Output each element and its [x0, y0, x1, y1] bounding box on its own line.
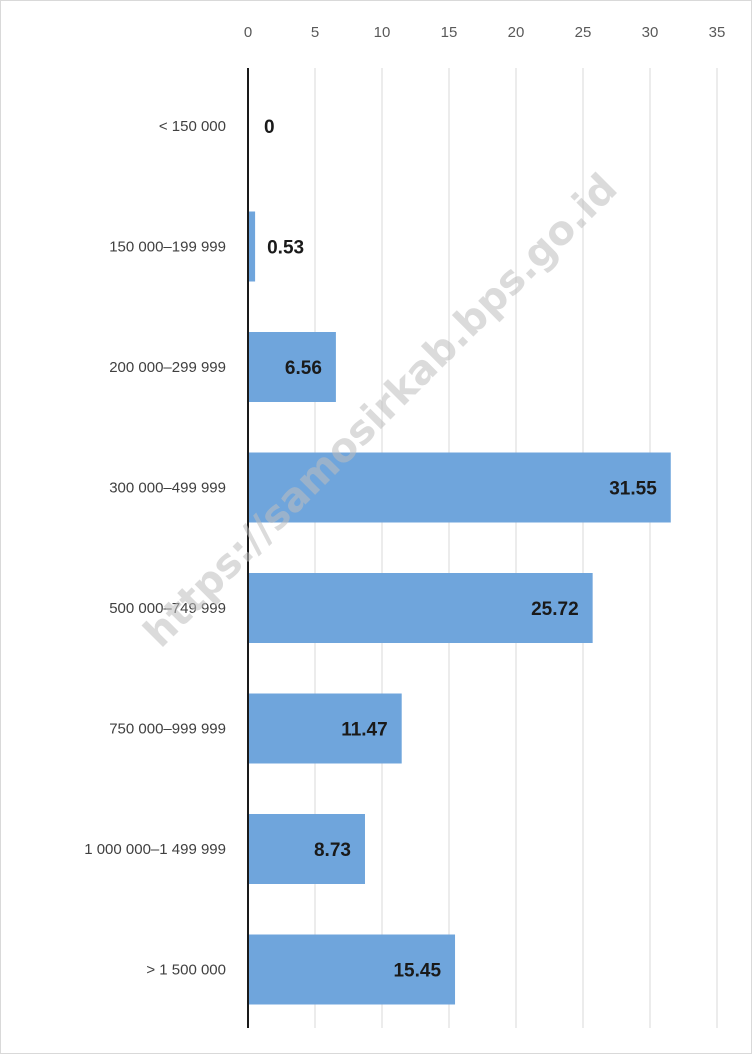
x-tick-label: 25 [575, 24, 592, 41]
category-label: > 1 500 000 [146, 962, 226, 979]
x-axis-ticks: 0 5 10 15 20 25 30 35 [244, 24, 726, 41]
data-label: 8.73 [314, 840, 351, 861]
bar [248, 814, 365, 884]
category-label: 200 000–299 999 [109, 359, 226, 376]
bars [248, 211, 671, 1005]
data-label: 6.56 [285, 358, 322, 379]
category-label: 500 000–749 999 [109, 600, 226, 617]
category-label: 750 000–999 999 [109, 721, 226, 738]
data-label: 0.53 [267, 238, 304, 259]
data-labels: 0 0.53 6.56 31.55 25.72 11.47 8.73 15.45 [264, 117, 657, 982]
bar [248, 211, 256, 282]
bar [248, 693, 402, 764]
bar [248, 452, 671, 523]
category-label: 150 000–199 999 [109, 239, 226, 256]
bar [248, 332, 336, 402]
data-label: 15.45 [393, 961, 441, 982]
data-label: 25.72 [531, 599, 579, 620]
x-tick-label: 15 [441, 24, 458, 41]
category-label: 300 000–499 999 [109, 480, 226, 497]
x-tick-label: 10 [374, 24, 391, 41]
gridlines [314, 68, 718, 1028]
category-label: 1 000 000–1 499 999 [84, 841, 226, 858]
x-tick-label: 20 [508, 24, 525, 41]
bar [248, 934, 456, 1005]
x-tick-label: 5 [311, 24, 319, 41]
bar [248, 573, 593, 643]
data-label: 0 [264, 117, 275, 138]
data-label: 11.47 [341, 720, 388, 741]
x-tick-label: 30 [642, 24, 659, 41]
category-label: < 150 000 [159, 118, 226, 135]
category-labels: < 150 000 150 000–199 999 200 000–299 999 3… [84, 118, 226, 979]
x-tick-label: 0 [244, 24, 252, 41]
x-tick-label: 35 [709, 24, 726, 41]
data-label: 31.55 [609, 479, 657, 500]
